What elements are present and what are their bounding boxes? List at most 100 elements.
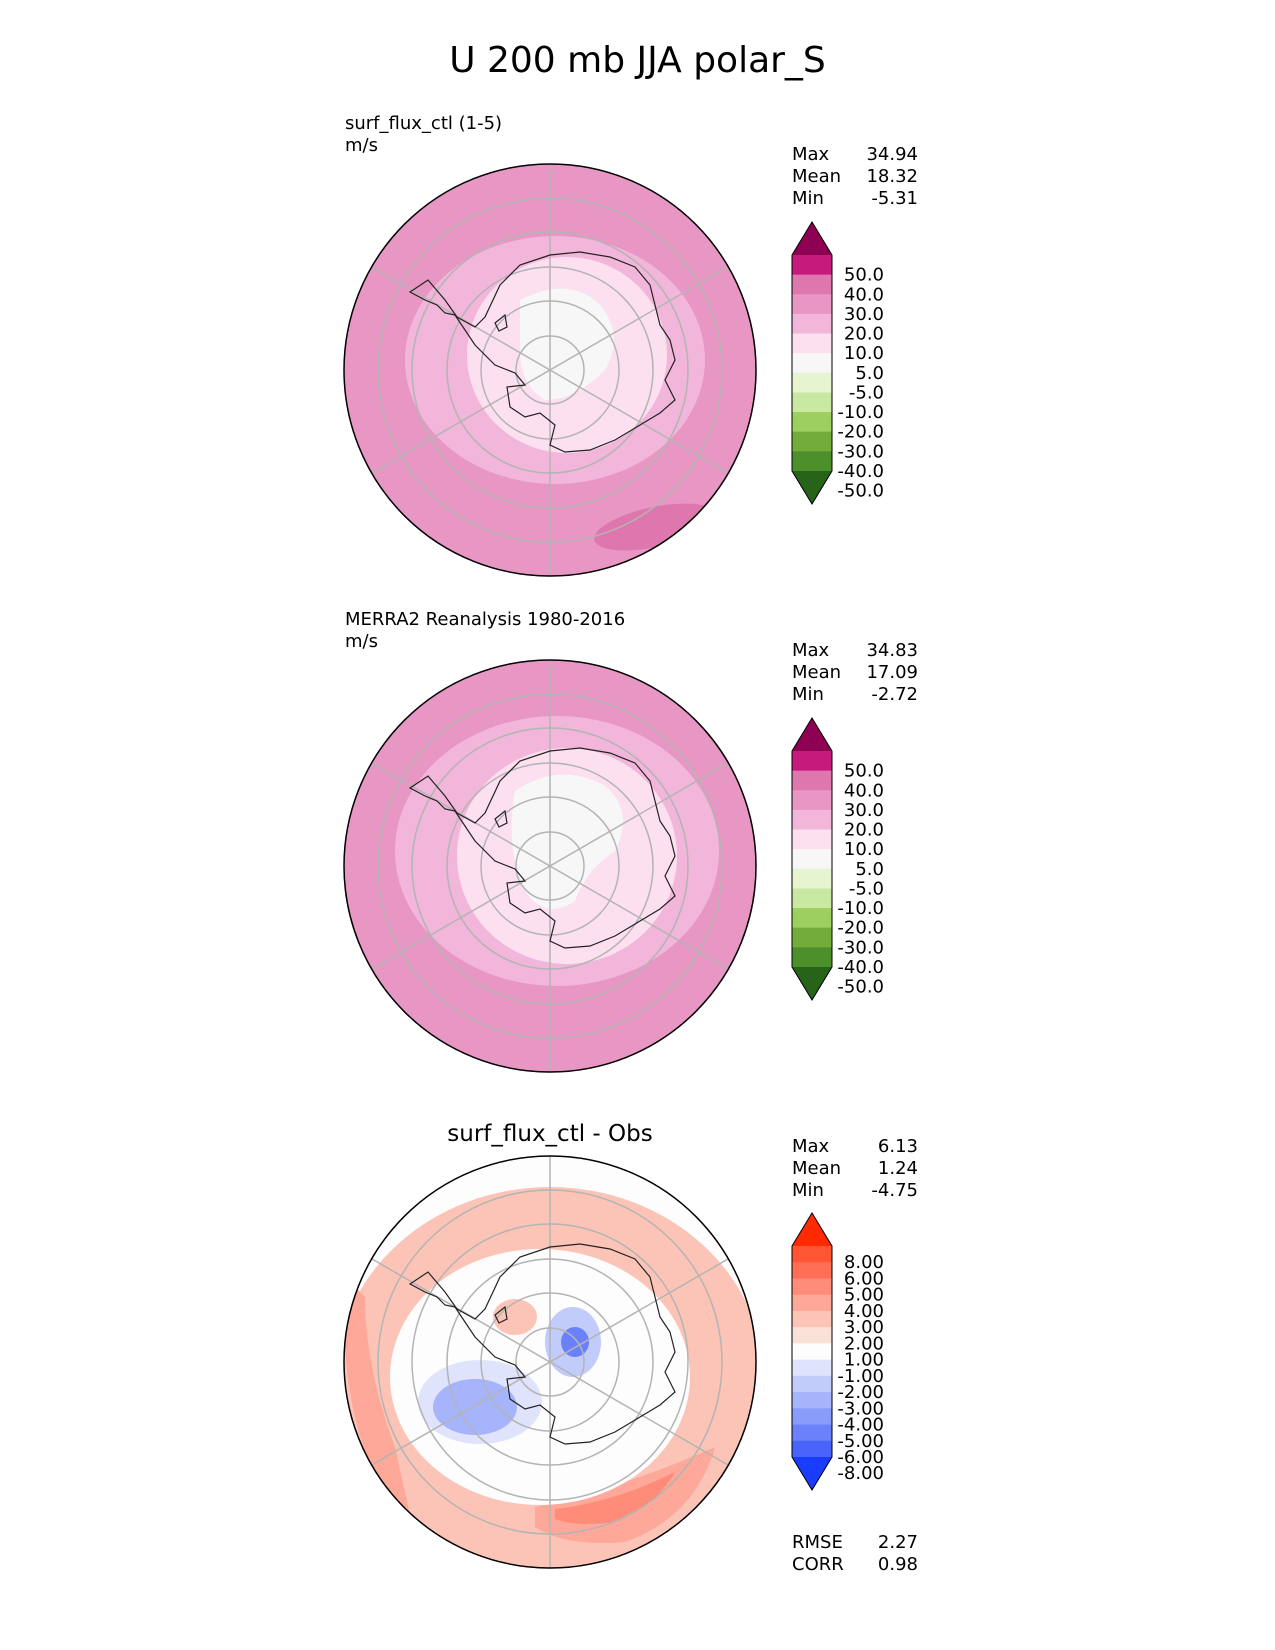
panel1-map-border [343, 163, 757, 577]
panel2-colorbar: 50.0 40.0 30.0 20.0 10.0 5.0 -5.0 -10.0 … [791, 717, 884, 1001]
panel1-units: m/s [345, 135, 378, 156]
panel2-colorbar-tick: -10.0 [837, 898, 884, 919]
panel1-max-value: 34.94 [866, 144, 918, 165]
panel3-colorbar-band [792, 1392, 832, 1409]
panel3-colorbar-band [792, 1408, 832, 1426]
panel1-colorbar-tick: -10.0 [837, 402, 884, 423]
panel3-metrics: RMSE 2.27 CORR 0.98 [792, 1532, 918, 1576]
panel3-colorbar-band [792, 1294, 832, 1312]
panel3-colorbar-extend-bottom [792, 1457, 832, 1490]
panel2-mean-label: Mean [792, 662, 842, 683]
panel1-max-label: Max [792, 144, 830, 165]
panel1-colorbar-tick: 5.0 [855, 363, 884, 384]
panel1-colorbar: 50.0 40.0 30.0 20.0 10.0 5.0 -5.0 -10.0 … [791, 221, 884, 505]
panel3-colorbar-extend-top [792, 1213, 832, 1246]
panel2-contour-band-0 [511, 774, 623, 909]
panel3-colorbar-band [792, 1343, 832, 1361]
panel2-colorbar-band [792, 947, 832, 968]
panel2-colorbar-band [792, 770, 832, 791]
panel3-mean-value: 1.24 [877, 1158, 918, 1179]
panel1-colorbar-outline [791, 221, 833, 505]
panel1-colorbar-tick: 10.0 [844, 343, 884, 364]
panel1-mean-value: 18.32 [866, 166, 918, 187]
panel1-colorbar-tick: -50.0 [837, 481, 884, 502]
panel3-colorbar-tick: -4.00 [837, 1415, 884, 1436]
panel2-colorbar-tick: -40.0 [837, 957, 884, 978]
rmse-label: RMSE [792, 1532, 843, 1553]
panel3-colorbar-band [792, 1246, 832, 1263]
panel2-colorbar-band [792, 888, 832, 909]
panel1-colorbar-tick: -40.0 [837, 461, 884, 482]
panel3-antarctica-coastline [408, 1243, 676, 1445]
panel1-label-block: surf_flux_ctl (1-5) m/s [345, 113, 502, 157]
panel3-colorbar-tick: -2.00 [837, 1382, 884, 1403]
panel1-colorbar-band [792, 372, 832, 393]
panel3-stats: Max 6.13 Mean 1.24 Min -4.75 [792, 1136, 918, 1202]
panel2-colorbar-band [792, 809, 832, 831]
panel1-colorbar-tick: -30.0 [837, 441, 884, 462]
panel2-units: m/s [345, 631, 378, 652]
panel3-colorbar-tick: 5.00 [844, 1285, 884, 1306]
panel1-colorbar-band [792, 353, 832, 374]
panel2-min-value: -2.72 [871, 684, 918, 705]
panel2-colorbar-tick: 20.0 [844, 820, 884, 841]
corr-value: 0.98 [877, 1554, 918, 1575]
panel2-colorbar-band [792, 849, 832, 870]
panel3-min-label: Min [792, 1180, 824, 1201]
panel3-contour-band-2-pole [493, 1299, 537, 1335]
panel3-colorbar-tick: 3.00 [844, 1317, 884, 1338]
panel1-colorbar-extend-top [792, 222, 832, 255]
panel2-colorbar-outline [791, 717, 833, 1001]
panel1-colorbar-band [792, 274, 832, 295]
panel1-colorbar-tick: 20.0 [844, 324, 884, 345]
panel2-mean-value: 17.09 [866, 662, 918, 683]
panel3-title: surf_flux_ctl - Obs [447, 1121, 653, 1147]
panel2-antarctica-coastline [408, 747, 676, 949]
panel2-min-label: Min [792, 684, 824, 705]
panel3-colorbar-tick: 2.00 [844, 1333, 884, 1354]
panel2-colorbar-band [792, 908, 832, 929]
panel2-colorbar-band [792, 829, 832, 850]
panel3-polar-map [343, 1155, 757, 1569]
panel3-colorbar-band [792, 1278, 832, 1296]
panel2-map-border [343, 659, 757, 1073]
panel3-colorbar-tick: 1.00 [844, 1350, 884, 1371]
panel3-colorbar-band [792, 1440, 832, 1458]
panel2-polar-map [343, 659, 757, 1073]
panel1-min-value: -5.31 [871, 188, 918, 209]
panel2-colorbar-tick: 40.0 [844, 780, 884, 801]
panel3-colorbar-tick: -1.00 [837, 1366, 884, 1387]
panel3-colorbar-tick: -3.00 [837, 1398, 884, 1419]
panel3-colorbar-tick: -5.00 [837, 1431, 884, 1452]
panel3-max-value: 6.13 [877, 1136, 918, 1157]
panel2-colorbar-tick: 10.0 [844, 839, 884, 860]
panel2-max-label: Max [792, 640, 830, 661]
panel1-title: surf_flux_ctl (1-5) [345, 113, 503, 134]
panel3-colorbar-tick: -8.00 [837, 1463, 884, 1484]
panel3-map-border [343, 1155, 757, 1569]
panel3-colorbar-tick: -6.00 [837, 1447, 884, 1468]
panel3-colorbar-band [792, 1327, 832, 1344]
panel1-colorbar-tick: 40.0 [844, 284, 884, 305]
panel2-colorbar-band [792, 790, 832, 811]
panel2-colorbar-tick: 30.0 [844, 800, 884, 821]
panel3-max-label: Max [792, 1136, 830, 1157]
rmse-value: 2.27 [877, 1532, 918, 1553]
panel3-contour-band-4-s [555, 1472, 675, 1524]
panel2-colorbar-extend-top [792, 718, 832, 751]
panel2-max-value: 34.83 [866, 640, 918, 661]
panel1-contour-band-0 [520, 288, 614, 400]
panel1-colorbar-band [792, 255, 832, 276]
panel1-stats: Max 34.94 Mean 18.32 Min -5.31 [792, 144, 918, 210]
panel2-colorbar-tick: 5.0 [855, 859, 884, 880]
panel1-colorbar-extend-bottom [792, 471, 832, 504]
panel1-colorbar-band [792, 431, 832, 452]
panel1-colorbar-tick: 50.0 [844, 265, 884, 286]
panel2-colorbar-tick: -30.0 [837, 937, 884, 958]
panel2-colorbar-band [792, 868, 832, 889]
panel1-colorbar-tick: 30.0 [844, 304, 884, 325]
panel1-colorbar-band [792, 451, 832, 472]
panel2-colorbar-tick: -5.0 [849, 878, 884, 899]
panel3-min-value: -4.75 [871, 1180, 918, 1201]
panel1-colorbar-tick: -20.0 [837, 422, 884, 443]
